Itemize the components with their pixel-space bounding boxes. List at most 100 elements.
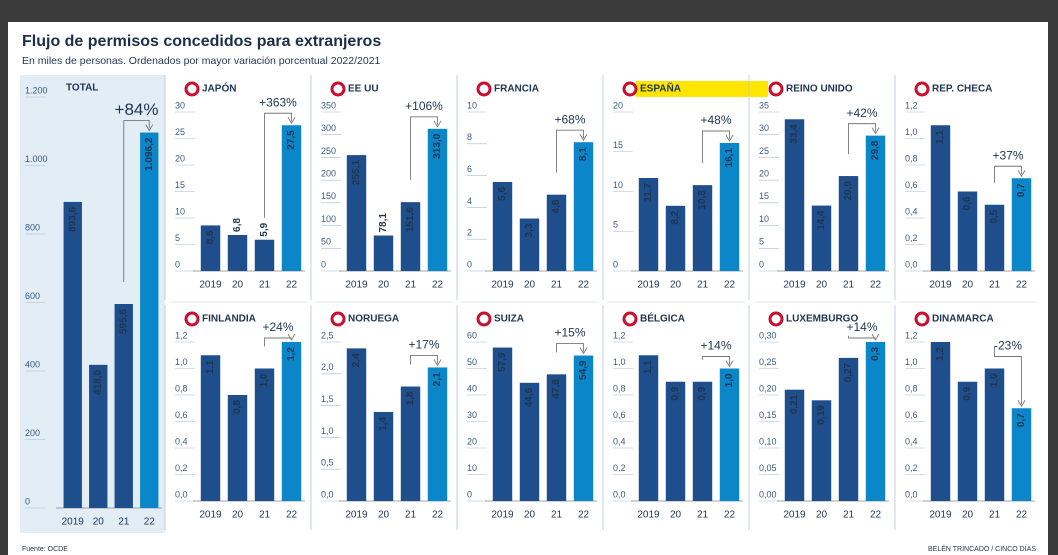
y-tick-label: 50 [321, 237, 331, 247]
y-tick-label: 800 [25, 222, 40, 232]
value-label: 16,1 [724, 148, 735, 168]
x-tick-label: 22 [432, 280, 444, 291]
y-tick-label: 400 [25, 359, 40, 369]
y-tick-label: 0,4 [175, 436, 188, 446]
x-tick-label: 22 [432, 510, 444, 521]
change-label: +14% [700, 339, 731, 353]
change-label: +17% [408, 338, 439, 352]
x-tick-label: 21 [118, 517, 130, 528]
y-tick-label: 15 [759, 191, 769, 201]
y-tick-label: 1,2 [613, 330, 626, 340]
value-label: 0,7 [1016, 413, 1027, 427]
value-label: 1,0 [724, 373, 735, 387]
value-label: 5,9 [259, 222, 270, 236]
y-tick-label: 2,0 [321, 362, 334, 372]
x-tick-label: 21 [697, 510, 709, 521]
credit: BELÉN TRINCADO / CINCO DÍAS [928, 544, 1036, 553]
panel-title: BÉLGICA [640, 312, 685, 325]
value-label: 1,2 [935, 347, 946, 361]
y-tick-label: 20 [175, 153, 185, 163]
y-tick-label: 150 [321, 191, 336, 201]
value-label: 54,9 [578, 360, 589, 380]
value-label: 2,4 [351, 353, 362, 367]
panel-title: EE UU [348, 84, 379, 95]
y-tick-label: 200 [321, 169, 336, 179]
value-label: 33,4 [789, 124, 800, 144]
panel-title: JAPÓN [202, 82, 236, 95]
y-tick-label: 6 [467, 164, 472, 174]
value-label: 418,0 [93, 369, 104, 394]
bar [201, 355, 220, 501]
x-tick-label: 2019 [345, 510, 368, 521]
y-tick-label: 2,5 [321, 330, 334, 340]
y-tick-label: 0,0 [175, 489, 188, 499]
flag-icon [770, 313, 782, 325]
value-label: 11,7 [643, 183, 654, 202]
bar [255, 240, 274, 271]
panel-title: ESPAÑA [640, 82, 681, 95]
y-tick-label: 0,8 [175, 383, 188, 393]
value-label: 8,6 [205, 230, 216, 244]
y-tick-label: 0,05 [759, 463, 777, 473]
value-label: 20,9 [843, 181, 854, 201]
bar [64, 202, 82, 508]
y-tick-label: 250 [321, 146, 336, 156]
x-tick-label: 22 [578, 280, 590, 291]
y-tick-label: 0,6 [905, 180, 918, 190]
flag-icon [770, 83, 782, 95]
x-tick-label: 2019 [491, 510, 514, 521]
y-tick-label: 100 [321, 214, 336, 224]
value-label: 1.096,2 [144, 137, 155, 171]
value-label: 8,1 [578, 147, 589, 161]
y-tick-label: 1,0 [905, 127, 918, 137]
y-tick-label: 0 [25, 496, 30, 506]
bar [866, 342, 885, 501]
flag-icon [624, 83, 636, 95]
y-tick-label: 0,6 [905, 410, 918, 420]
y-tick-label: 10 [613, 180, 623, 190]
value-label: 1,8 [405, 391, 416, 405]
y-tick-label: 10 [175, 206, 185, 216]
y-tick-label: 0 [175, 259, 180, 269]
y-tick-label: 4 [467, 196, 472, 206]
y-tick-label: 1,5 [321, 394, 334, 404]
value-label: 14,4 [816, 210, 827, 230]
y-tick-label: 200 [25, 428, 40, 438]
x-tick-label: 20 [670, 510, 682, 521]
y-tick-label: 0,5 [321, 458, 334, 468]
x-tick-label: 21 [551, 280, 563, 291]
value-label: 893,6 [67, 207, 78, 232]
y-tick-label: 600 [25, 291, 40, 301]
y-tick-label: 0,25 [759, 357, 777, 367]
value-label: 4,8 [551, 199, 562, 213]
x-tick-label: 22 [578, 510, 590, 521]
value-label: 0,9 [962, 386, 973, 400]
infographic: Flujo de permisos concedidos para extran… [0, 0, 1058, 555]
y-tick-label: 0,2 [905, 463, 918, 473]
y-tick-label: 1,0 [175, 357, 188, 367]
x-tick-label: 2019 [783, 280, 806, 291]
y-tick-label: 0,15 [759, 410, 777, 420]
y-tick-label: 0 [759, 259, 764, 269]
flag-icon [624, 313, 636, 325]
value-label: 1,4 [378, 417, 389, 431]
value-label: 57,9 [497, 352, 508, 372]
y-tick-label: 0,4 [613, 436, 626, 446]
y-tick-label: 0,6 [175, 410, 188, 420]
value-label: 0,27 [843, 362, 854, 382]
x-tick-label: 20 [524, 280, 536, 291]
x-tick-label: 20 [378, 280, 390, 291]
flag-icon [478, 313, 490, 325]
y-tick-label: 1,2 [175, 330, 188, 340]
change-label: +363% [259, 95, 297, 109]
y-tick-label: 8 [467, 132, 472, 142]
y-tick-label: 0,8 [905, 383, 918, 393]
value-label: 313,0 [432, 133, 443, 158]
y-tick-label: 300 [321, 123, 336, 133]
value-label: 2,1 [432, 372, 443, 386]
y-tick-label: 60 [467, 330, 477, 340]
value-label: 1,2 [286, 347, 297, 361]
value-label: 0,3 [870, 347, 881, 361]
value-label: 6,8 [232, 218, 243, 232]
value-label: 44,6 [524, 387, 535, 407]
